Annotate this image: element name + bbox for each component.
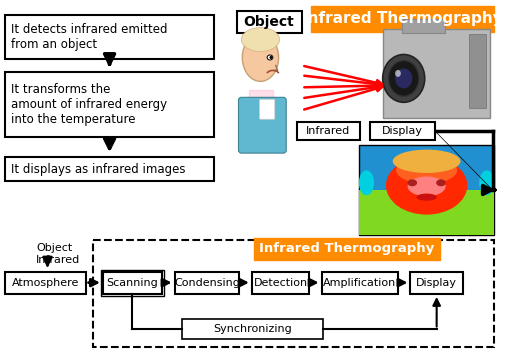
Ellipse shape	[242, 33, 279, 81]
Bar	[252, 272, 309, 294]
Ellipse shape	[408, 176, 446, 196]
Text: It transforms the
amount of infrared energy
into the temperature: It transforms the amount of infrared ene…	[11, 83, 168, 126]
Bar	[5, 15, 213, 60]
Text: Object: Object	[244, 15, 294, 29]
Text: Infrared Thermography: Infrared Thermography	[302, 11, 503, 26]
Text: Infrared: Infrared	[36, 255, 80, 265]
Text: Amplification: Amplification	[323, 278, 396, 287]
Bar	[174, 272, 240, 294]
Text: Synchronizing: Synchronizing	[213, 325, 292, 334]
Bar	[469, 33, 486, 108]
Bar	[359, 190, 494, 235]
Ellipse shape	[395, 69, 412, 88]
Bar	[236, 11, 302, 33]
Bar	[232, 41, 306, 155]
Bar	[101, 270, 164, 295]
Text: Infrared: Infrared	[306, 126, 350, 136]
Bar	[5, 272, 86, 294]
Ellipse shape	[241, 28, 280, 52]
Bar	[254, 238, 440, 260]
Ellipse shape	[359, 170, 374, 195]
Text: Display: Display	[382, 126, 423, 136]
Text: Object: Object	[36, 243, 72, 253]
Ellipse shape	[408, 179, 417, 186]
Bar	[410, 272, 463, 294]
Ellipse shape	[479, 170, 494, 195]
Text: Infrared Thermography: Infrared Thermography	[259, 242, 434, 255]
Ellipse shape	[269, 56, 272, 59]
Bar	[311, 6, 494, 32]
Ellipse shape	[436, 179, 446, 186]
Text: Display: Display	[416, 278, 457, 287]
Ellipse shape	[396, 157, 457, 184]
FancyBboxPatch shape	[239, 97, 286, 153]
Bar	[182, 319, 324, 339]
Ellipse shape	[395, 70, 401, 77]
Text: Condensing: Condensing	[174, 278, 240, 287]
Text: Atmosphere: Atmosphere	[12, 278, 79, 287]
Text: It displays as infrared images: It displays as infrared images	[11, 163, 186, 176]
FancyBboxPatch shape	[259, 99, 275, 119]
Ellipse shape	[393, 150, 460, 173]
Text: Detection: Detection	[254, 278, 307, 287]
Bar	[322, 272, 398, 294]
Bar	[5, 73, 213, 137]
Text: It detects infrared emitted
from an object: It detects infrared emitted from an obje…	[11, 23, 168, 51]
Bar	[383, 29, 490, 118]
Bar	[93, 240, 494, 347]
Bar	[296, 122, 360, 140]
Ellipse shape	[388, 61, 419, 96]
Ellipse shape	[417, 193, 437, 201]
Ellipse shape	[383, 54, 425, 102]
Bar	[5, 157, 213, 181]
Bar	[402, 19, 445, 33]
Bar	[103, 272, 162, 294]
Text: Scanning: Scanning	[106, 278, 158, 287]
Ellipse shape	[399, 188, 454, 213]
Bar	[370, 122, 435, 140]
Ellipse shape	[267, 55, 273, 60]
Ellipse shape	[386, 156, 467, 215]
Bar	[359, 145, 494, 235]
